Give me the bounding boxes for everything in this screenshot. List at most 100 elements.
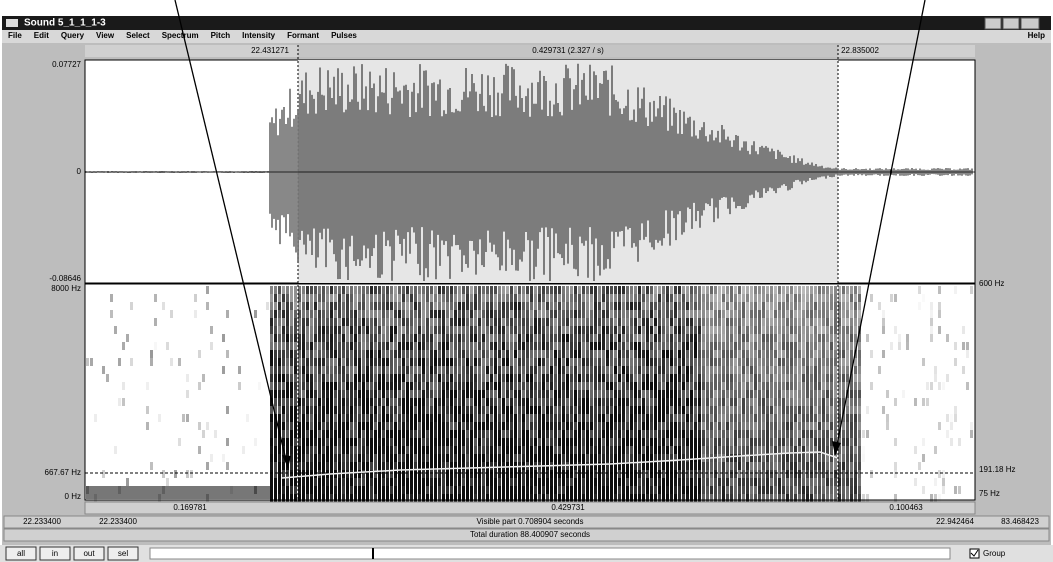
maximize-button[interactable] [1003,18,1019,29]
spectrogram-cell [530,478,533,486]
spectrogram-cell [598,326,601,334]
scrollbar[interactable] [150,548,950,559]
spectrogram-cell [310,446,313,454]
spectrogram-cell [614,438,617,446]
spectrogram-cell [290,334,293,342]
spectrogram-cell [610,422,613,430]
spectrogram-cell [710,438,713,446]
spectrogram-cell [590,438,593,446]
menu-help[interactable]: Help [1028,31,1045,40]
spectrogram-cell [434,310,437,318]
button-label[interactable]: all [17,549,25,558]
spectrogram-cell [610,406,613,414]
spectrogram-cell [686,430,689,438]
spectrogram-cell [654,374,657,382]
spectrogram-cell [502,398,505,406]
spectrogram-cell [502,430,505,438]
menu-item[interactable]: View [96,31,115,40]
spectrogram-cell [438,318,441,326]
spectrogram-cell [686,286,689,294]
spectrogram-cell [614,294,617,302]
spectrogram-cell [822,342,825,350]
spectrogram-cell [770,390,773,398]
spectrogram-cell [586,462,589,470]
spectrogram-cell [194,310,197,318]
menu-item[interactable]: Select [126,31,150,40]
right-segment[interactable]: 0.100463 [889,503,923,512]
spectrogram-cell [510,374,513,382]
waveform-min: -0.08646 [49,274,81,283]
spectrogram-cell [474,406,477,414]
button-label[interactable]: in [52,549,58,558]
spectrogram-cell [642,366,645,374]
scroll-thumb[interactable] [372,548,374,559]
spectrogram-cell [286,358,289,366]
spectrogram-cell [582,350,585,358]
spectrogram-cell [650,310,653,318]
spectrogram-cell [758,422,761,430]
button-label[interactable]: sel [118,549,128,558]
spectrogram-cell [534,438,537,446]
spectrogram-cell [590,334,593,342]
menu-item[interactable]: File [8,31,22,40]
spectrogram-cell [758,286,761,294]
spectrogram-cell [790,326,793,334]
spectrogram-cell [366,414,369,422]
spectrogram-cell [326,294,329,302]
spectrogram-cell [398,486,401,494]
spectrogram-cell [770,366,773,374]
spectrogram-cell [930,310,933,318]
spectrogram-cell [538,486,541,494]
spectrogram-cell [930,334,933,342]
spectrogram-cell [570,486,573,494]
group-label[interactable]: Group [983,549,1006,558]
spectrogram-cell [650,334,653,342]
spectrogram-cell [726,382,729,390]
selection-segment[interactable]: 0.429731 [551,503,585,512]
spectrogram-cell [306,398,309,406]
button-label[interactable]: out [83,549,95,558]
spectrogram-cell [374,358,377,366]
menu-item[interactable]: Intensity [242,31,275,40]
menu-item[interactable]: Pitch [211,31,231,40]
close-button[interactable] [1021,18,1039,29]
spectrogram-cell [334,478,337,486]
menu-item[interactable]: Formant [287,31,319,40]
spectrogram-cell [726,366,729,374]
spectrogram-cell [574,478,577,486]
spectrogram-cell [450,382,453,390]
spectrogram-cell [342,494,345,502]
left-segment[interactable]: 0.169781 [173,503,207,512]
spectrogram-cell [734,310,737,318]
spectrogram-cell [654,326,657,334]
total-duration[interactable]: Total duration 88.400907 seconds [470,530,590,539]
spectrogram-cell [710,286,713,294]
spectrogram-cell [830,302,833,310]
minimize-button[interactable] [985,18,1001,29]
spectrogram-cell [382,350,385,358]
spectrogram-cell [686,382,689,390]
spectrogram-cell [478,334,481,342]
spectrogram-cell [566,350,569,358]
spectrogram-cell [278,478,281,486]
spectrogram-cell [762,318,765,326]
spectrogram-cell [502,494,505,502]
spectrogram-cell [750,350,753,358]
menu-item[interactable]: Edit [34,31,49,40]
spectrogram-cell [718,334,721,342]
spectrogram-cell [306,438,309,446]
menu-item[interactable]: Query [61,31,85,40]
spectrogram-cell [362,318,365,326]
spectrogram-cell [738,358,741,366]
spectrogram-cell [670,438,673,446]
spectrogram-cell [826,446,829,454]
spectrogram-cell [650,382,653,390]
visible-part[interactable]: Visible part 0.708904 seconds [476,517,583,526]
spectrogram-cell [418,390,421,398]
spectrogram-cell [282,462,285,470]
spectrogram-cell [294,334,297,342]
menu-item[interactable]: Pulses [331,31,357,40]
spectrogram-cell [614,454,617,462]
spectrogram-cell [474,422,477,430]
menu-item[interactable]: Spectrum [162,31,199,40]
